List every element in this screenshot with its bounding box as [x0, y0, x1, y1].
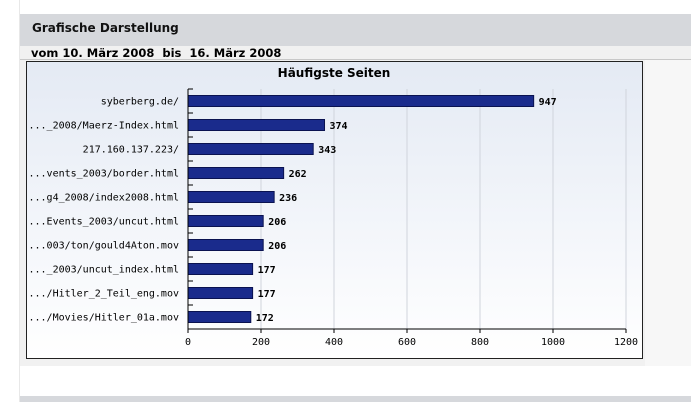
- category-label: ...Events_2003/uncut.html: [28, 217, 179, 228]
- bottom-band: [20, 396, 691, 402]
- bar: [187, 287, 254, 299]
- bar: [187, 239, 264, 251]
- bar: [187, 311, 252, 323]
- category-label: ...003/ton/gould4Aton.mov: [28, 241, 179, 252]
- bar: [187, 167, 285, 179]
- chart-title: Häufigste Seiten: [278, 66, 391, 80]
- value-label: 343: [318, 145, 336, 156]
- category-label: ..._2003/uncut_index.html: [28, 265, 179, 276]
- bottom-spacer: [20, 366, 691, 396]
- chart-frame: Häufigste Seiten 0 200 400 600 800 1000 1200 sy…: [26, 61, 643, 359]
- category-label: ..._2008/Maerz-Index.html: [28, 121, 179, 132]
- x-tick-label: 1200: [614, 337, 638, 348]
- x-tick-label: 200: [252, 337, 270, 348]
- right-empty-area: [645, 60, 691, 366]
- bar: [187, 263, 254, 275]
- value-label: 172: [256, 313, 274, 324]
- bar: [187, 119, 326, 131]
- bar: [187, 215, 264, 227]
- value-label: 177: [258, 265, 276, 276]
- panel-divider: [20, 59, 691, 60]
- category-label: ...vents_2003/border.html: [28, 169, 179, 180]
- x-tick-label: 800: [471, 337, 489, 348]
- x-tick-label: 0: [185, 337, 191, 348]
- date-range-label: vom 10. März 2008 bis 16. März 2008: [31, 46, 282, 60]
- x-tick-label: 600: [398, 337, 416, 348]
- bar-chart: Häufigste Seiten 0 200 400 600 800 1000 1200 sy…: [27, 62, 642, 358]
- value-label: 374: [330, 121, 348, 132]
- section-header: Grafische Darstellung: [20, 14, 691, 46]
- bar: [187, 95, 535, 107]
- category-label: .../Hitler_2_Teil_eng.mov: [28, 289, 179, 300]
- value-label: 947: [539, 97, 557, 108]
- value-label: 206: [268, 241, 286, 252]
- category-label: 217.160.137.223/: [83, 145, 179, 156]
- x-tick-label: 1000: [541, 337, 565, 348]
- category-label: ...g4_2008/index2008.html: [28, 193, 179, 204]
- section-title: Grafische Darstellung: [32, 21, 179, 35]
- left-margin: [0, 0, 20, 402]
- chart-panel: vom 10. März 2008 bis 16. März 2008 Häuf…: [20, 46, 691, 366]
- value-label: 177: [258, 289, 276, 300]
- value-label: 236: [279, 193, 297, 204]
- bar: [187, 143, 314, 155]
- category-label: syberberg.de/: [101, 97, 179, 108]
- bar: [187, 191, 275, 203]
- value-label: 262: [289, 169, 307, 180]
- category-label: .../Movies/Hitler_01a.mov: [28, 313, 179, 324]
- value-label: 206: [268, 217, 286, 228]
- left-margin-divider: [19, 0, 20, 402]
- x-tick-label: 400: [325, 337, 343, 348]
